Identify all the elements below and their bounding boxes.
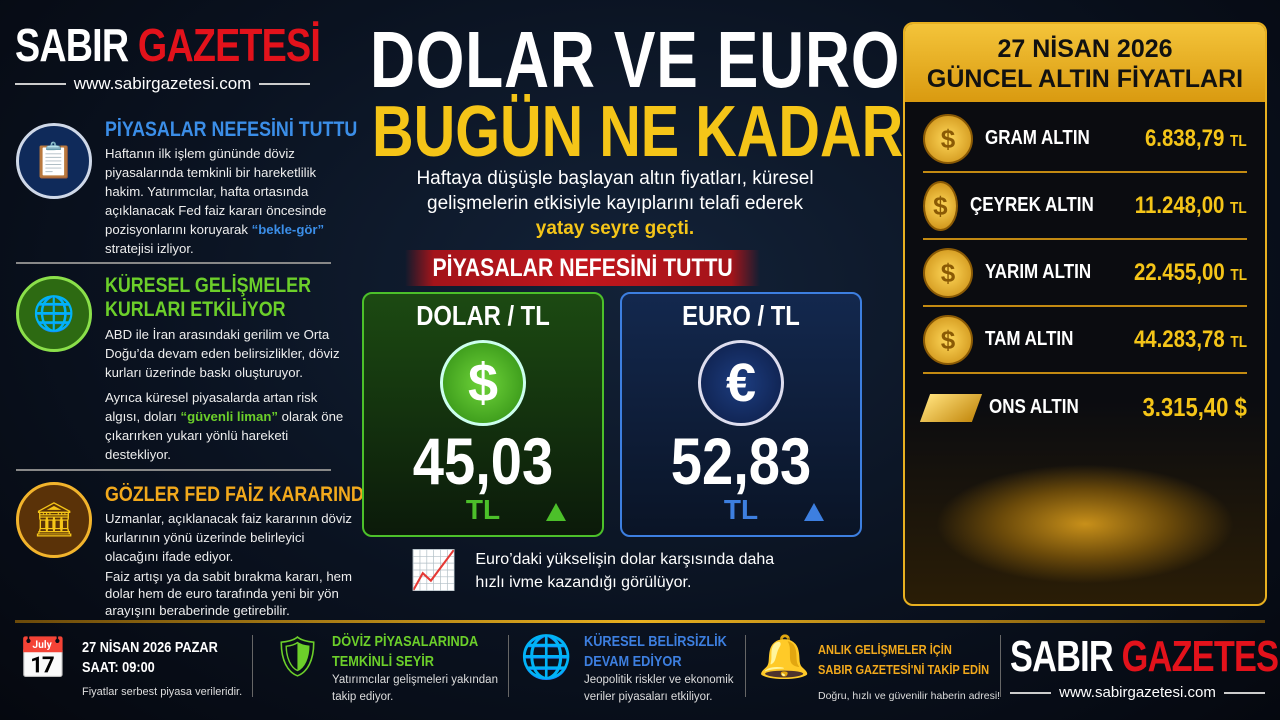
section-title: KÜRESEL GELİŞMELER: [105, 274, 311, 297]
gold-row: $ TAM ALTIN 44.283,78 TL: [923, 307, 1247, 374]
rate-value: 52,83: [670, 424, 812, 498]
gold-coin-icon: $: [923, 314, 973, 365]
gold-row: $ YARIM ALTIN 22.455,00 TL: [923, 240, 1247, 307]
subtitle-text: Haftaya düşüşle başlayan altın fiyatları…: [416, 168, 814, 214]
footer-text: Doğru, hızlı ve güvenilir haberin adresi…: [818, 690, 1001, 702]
footer-title: DEVAM EDİYOR: [584, 653, 682, 670]
gold-name: TAM ALTIN: [985, 328, 1074, 350]
rate-label: DOLAR / TL: [416, 300, 550, 331]
globe-icon: 🌐: [16, 276, 92, 352]
section-title: KURLARI ETKİLİYOR: [105, 298, 286, 321]
gold-value: 44.283,78: [1133, 325, 1225, 353]
divider: [16, 469, 331, 471]
gold-value: 3.315,40: [1142, 392, 1229, 422]
footer-divider: [15, 620, 1265, 623]
section-text: Ayrıca küresel piyasalarda artan risk al…: [105, 390, 318, 424]
note: 📈 Euro’daki yükselişin dolar karşısında …: [410, 548, 775, 594]
gold-value: 22.455,00: [1133, 258, 1225, 286]
rate-label: EURO / TL: [682, 300, 800, 331]
footer-title: TEMKİNLİ SEYİR: [332, 653, 435, 670]
footer-title: KÜRESEL BELİRSİZLİK: [584, 633, 727, 650]
gold-row: $ ÇEYREK ALTIN 11.248,00 TL: [923, 173, 1247, 240]
gold-title: GÜNCEL ALTIN FİYATLARI: [926, 65, 1244, 93]
footer-disclaimer: Fiyatlar serbest piyasa verileridir.: [82, 686, 243, 698]
note-text: Euro’daki yükselişin dolar karşısında da…: [475, 551, 775, 591]
gold-unit: TL: [1230, 333, 1247, 351]
gold-row: ONS ALTIN 3.315,40 $: [919, 374, 1247, 441]
brand-name-1: SABIR: [15, 19, 129, 71]
gold-name: GRAM ALTIN: [985, 127, 1090, 149]
brand-name-2: GAZETESİ: [1121, 632, 1280, 681]
section-text: olarak öne çıkarırken yukarı yönlü harek…: [105, 409, 344, 462]
footer-logo: SABIR GAZETESİ www.sabirgazetesi.com: [1010, 632, 1280, 701]
gold-row: $ GRAM ALTIN 6.838,79 TL: [923, 106, 1247, 173]
section-title: PİYASALAR NEFESİNİ TUTTU: [105, 118, 358, 141]
headline-line2: BUGÜN NE KADAR?: [372, 92, 939, 172]
gold-unit: TL: [1230, 199, 1247, 217]
brand-logo: SABIR GAZETESİ www.sabirgazetesi.com: [15, 18, 321, 94]
brand-name-2: GAZETESİ: [137, 19, 321, 71]
dollar-icon: $: [440, 340, 526, 426]
gold-coin-icon: $: [923, 180, 958, 231]
rate-value: 45,03: [412, 424, 554, 498]
footer-date: 27 NİSAN 2026 PAZAR: [82, 639, 218, 656]
gold-name: YARIM ALTIN: [985, 261, 1092, 283]
trend-up-icon: [804, 503, 824, 521]
banner: PİYASALAR NEFESİNİ TUTTU: [405, 250, 760, 286]
brand-url[interactable]: www.sabirgazetesi.com: [1059, 684, 1216, 701]
section-highlight: “bekle-gör”: [251, 222, 325, 237]
headline-line1: DOLAR VE EURO: [370, 15, 901, 104]
subtitle: Haftaya düşüşle başlayan altın fiyatları…: [370, 166, 860, 241]
gold-unit: $: [1234, 392, 1247, 422]
trend-up-icon: [546, 503, 566, 521]
calendar-icon: 📅: [18, 637, 68, 681]
gold-bar-icon: [919, 393, 983, 422]
clipboard-chart-icon: 📋: [16, 123, 92, 199]
gold-prices-panel: 27 NİSAN 2026 GÜNCEL ALTIN FİYATLARI $ GRA…: [903, 22, 1267, 606]
gold-name: ÇEYREK ALTIN: [969, 194, 1094, 216]
footer-title: DÖVİZ PİYASALARINDA: [332, 633, 479, 650]
gold-coin-icon: $: [923, 113, 973, 164]
section-text: Uzmanlar, açıklanacak faiz kararının döv…: [105, 511, 353, 564]
gold-bars-image: [935, 464, 1235, 584]
footer-text: Jeopolitik riskler ve ekonomik veriler p…: [584, 674, 734, 703]
section-highlight: “güvenli liman”: [180, 409, 278, 424]
dollar-card: DOLAR / TL $ 45,03 TL: [362, 292, 604, 537]
section-text: Haftanın ilk işlem gününde döviz piyasal…: [105, 146, 327, 237]
bank-icon: 🏛: [16, 482, 92, 558]
footer-text: Yatırımcılar gelişmeleri yakından takip …: [332, 674, 498, 703]
gold-date: 27 NİSAN 2026: [997, 35, 1173, 63]
gold-name: ONS ALTIN: [989, 396, 1079, 418]
brand-name-1: SABIR: [1010, 632, 1114, 681]
subtitle-highlight: yatay seyre geçti.: [535, 218, 695, 239]
divider: [16, 262, 331, 264]
rate-currency: TL: [465, 494, 501, 525]
footer-time: SAAT: 09:00: [82, 659, 155, 676]
gold-coin-icon: $: [923, 247, 973, 298]
globe-icon: 🌐: [520, 633, 573, 680]
rate-currency: TL: [723, 494, 759, 525]
gold-unit: TL: [1230, 266, 1247, 284]
footer-title: SABIR GAZETESİ'Nİ TAKİP EDİN: [818, 662, 990, 677]
bell-icon: 🔔: [758, 633, 811, 680]
section-text: ABD ile İran arasındaki gerilim ve Orta …: [105, 327, 340, 380]
growth-chart-icon: 📈: [410, 550, 458, 592]
banner-text: PİYASALAR NEFESİNİ TUTTU: [432, 254, 733, 282]
gold-value: 6.838,79: [1145, 124, 1225, 152]
euro-card: EURO / TL € 52,83 TL: [620, 292, 862, 537]
section-title: GÖZLER FED FAİZ KARARINDA: [105, 483, 377, 506]
gold-value: 11.248,00: [1135, 191, 1225, 219]
section-text: Faiz artışı ya da sabit bırakma kararı, …: [105, 569, 352, 618]
brand-url[interactable]: www.sabirgazetesi.com: [73, 74, 252, 93]
section-text: stratejisi izliyor.: [105, 241, 194, 256]
footer-title: ANLIK GELİŞMELER İÇİN: [818, 642, 952, 657]
gold-unit: TL: [1230, 132, 1247, 150]
euro-icon: €: [698, 340, 784, 426]
shield-dollar-icon: 🛡: [272, 635, 323, 679]
